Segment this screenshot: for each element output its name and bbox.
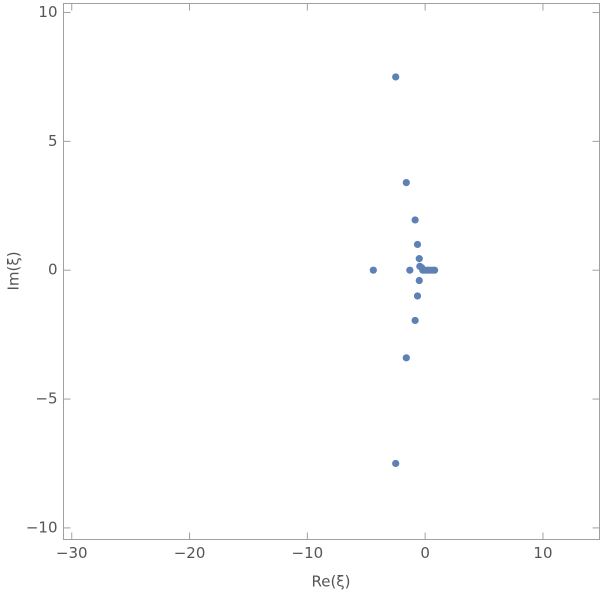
x-tick-label: −20 [174,544,206,562]
y-tick-label: 10 [38,3,57,21]
point [413,292,422,300]
point [392,459,400,468]
point [415,276,423,285]
point [411,216,419,224]
point [369,266,377,274]
plot-frame [63,3,600,540]
point [406,266,414,274]
y-tick-label: −5 [35,390,57,408]
x-axis-label: Re(ξ) [311,573,350,591]
point [392,73,400,81]
point [402,354,410,362]
point [411,316,419,325]
x-tick-label: −30 [56,544,88,562]
y-tick-label: 5 [48,132,58,150]
point [415,255,423,263]
y-axis-label: Im(ξ) [5,251,23,290]
x-tick-label: 10 [533,544,552,562]
y-tick-label: −10 [26,518,58,536]
y-tick-label: 0 [48,261,58,279]
point [402,178,410,187]
x-tick-label: 0 [420,544,430,562]
point [430,266,439,274]
x-tick-label: −10 [292,544,324,562]
point [413,240,422,249]
